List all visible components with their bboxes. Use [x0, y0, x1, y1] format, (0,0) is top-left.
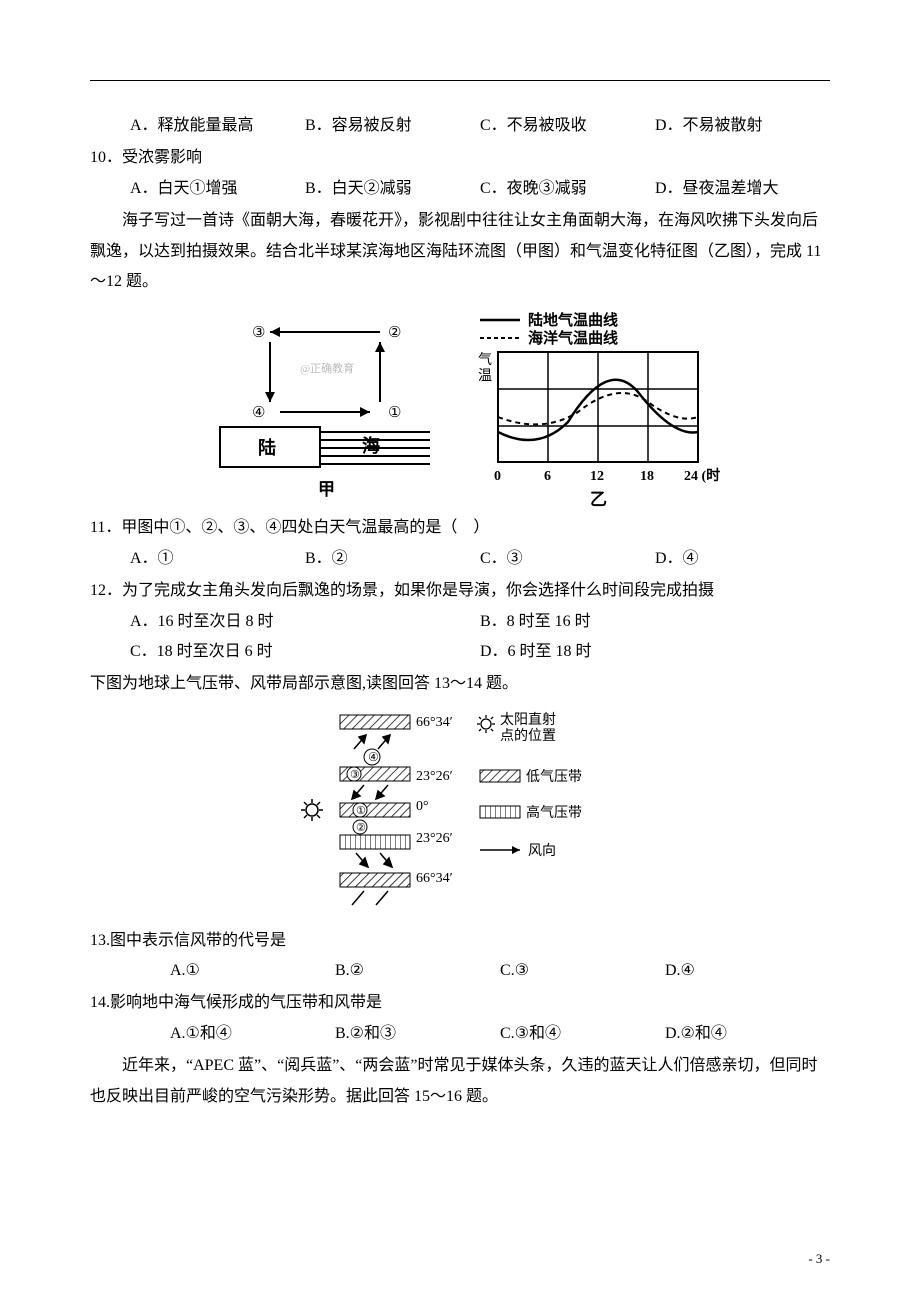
passage-13-14: 下图为地球上气压带、风带局部示意图,读图回答 13～14 题。: [90, 669, 830, 699]
q12-stem: 12．为了完成女主角头发向后飘逸的场景，如果你是导演，你会选择什么时间段完成拍摄: [90, 576, 830, 606]
opt-b: B．白天②减弱: [305, 174, 480, 204]
q11-stem: 11．甲图中①、②、③、④四处白天气温最高的是（ ）: [90, 513, 830, 543]
opt-b: B.②和③: [335, 1019, 500, 1049]
lat-s66: 66°34′: [416, 871, 453, 886]
caption-right: 乙: [590, 490, 607, 507]
xtick-24: 24 (时): [684, 467, 720, 484]
page-number: - 3 -: [808, 1247, 830, 1272]
q13-stem: 13.图中表示信风带的代号是: [90, 926, 830, 956]
opt-a: A．白天①增强: [130, 174, 305, 204]
q13-options: A.① B.② C.③ D.④: [90, 956, 830, 986]
watermark: @正确教育: [300, 361, 354, 375]
sea-label: 海: [362, 435, 380, 456]
xtick-6: 6: [544, 469, 551, 484]
lat-s23: 23°26′: [416, 831, 453, 846]
label-4: ④: [252, 405, 265, 421]
opt-d: D．6 时至 18 时: [480, 637, 830, 667]
label-3: ③: [350, 769, 360, 781]
opt-b: B．②: [305, 544, 480, 574]
sun-label-1: 太阳直射: [500, 711, 556, 728]
label-2: ②: [356, 822, 366, 834]
opt-d: D．④: [655, 544, 830, 574]
lat-0: 0°: [416, 799, 429, 814]
opt-c: C．③: [480, 544, 655, 574]
opt-c: C．18 时至次日 6 时: [130, 637, 480, 667]
opt-d: D．昼夜温差增大: [655, 174, 830, 204]
opt-a: A.①和④: [170, 1019, 335, 1049]
svg-text:温: 温: [478, 368, 492, 384]
xtick-18: 18: [640, 469, 654, 484]
opt-b: B．容易被反射: [305, 111, 480, 141]
label-4: ④: [368, 750, 379, 764]
label-3: ③: [252, 325, 265, 341]
opt-d: D．不易被散射: [655, 111, 830, 141]
opt-d: D.④: [665, 956, 830, 986]
opt-a: A.①: [170, 956, 335, 986]
opt-a: A．①: [130, 544, 305, 574]
opt-c: C．夜晚③减弱: [480, 174, 655, 204]
figure-1-svg: ① ② ③ ④ @正确教育 陆 海 甲 陆地气温曲线: [200, 307, 720, 507]
land-label: 陆: [258, 437, 276, 458]
high-label: 高气压带: [526, 804, 582, 821]
label-1: ①: [356, 805, 366, 817]
q14-stem: 14.影响地中海气候形成的气压带和风带是: [90, 988, 830, 1018]
label-1: ①: [388, 405, 401, 421]
q12-row1: A．16 时至次日 8 时 B．8 时至 16 时: [90, 607, 830, 637]
low-label: 低气压带: [526, 769, 582, 785]
xtick-12: 12: [590, 469, 604, 484]
q14-options: A.①和④ B.②和③ C.③和④ D.②和④: [90, 1019, 830, 1049]
legend-dash: 海洋气温曲线: [528, 329, 618, 347]
q11-options: A．① B．② C．③ D．④: [90, 544, 830, 574]
figure-1: ① ② ③ ④ @正确教育 陆 海 甲 陆地气温曲线: [90, 307, 830, 507]
opt-a: A．16 时至次日 8 时: [130, 607, 480, 637]
wind-label: 风向: [528, 843, 556, 859]
opt-b: B．8 时至 16 时: [480, 607, 830, 637]
xtick-0: 0: [494, 469, 501, 484]
opt-a: A．释放能量最高: [130, 111, 305, 141]
passage-11-12: 海子写过一首诗《面朝大海，春暖花开》，影视剧中往往让女主角面朝大海，在海风吹拂下…: [90, 206, 830, 297]
top-rule: [90, 80, 830, 81]
opt-d: D.②和④: [665, 1019, 830, 1049]
opt-c: C.③: [500, 956, 665, 986]
label-2: ②: [388, 325, 401, 341]
q10-stem: 10．受浓雾影响: [90, 143, 830, 173]
figure-2: ④ ③ ①: [90, 710, 830, 920]
opt-b: B.②: [335, 956, 500, 986]
q-prev-options: A．释放能量最高 B．容易被反射 C．不易被吸收 D．不易被散射: [90, 111, 830, 141]
opt-c: C．不易被吸收: [480, 111, 655, 141]
opt-c: C.③和④: [500, 1019, 665, 1049]
passage-15-16: 近年来，“APEC 蓝”、“阅兵蓝”、“两会蓝”时常见于媒体头条，久违的蓝天让人…: [90, 1051, 830, 1112]
q12-row2: C．18 时至次日 6 时 D．6 时至 18 时: [90, 637, 830, 667]
q10-options: A．白天①增强 B．白天②减弱 C．夜晚③减弱 D．昼夜温差增大: [90, 174, 830, 204]
caption-left: 甲: [318, 480, 335, 499]
figure-2-svg: ④ ③ ①: [290, 710, 630, 920]
legend-solid: 陆地气温曲线: [528, 311, 618, 329]
lat-n66: 66°34′: [416, 715, 453, 730]
sun-label-2: 点的位置: [500, 728, 556, 744]
ylab: 气: [478, 352, 492, 368]
lat-n23: 23°26′: [416, 769, 453, 784]
